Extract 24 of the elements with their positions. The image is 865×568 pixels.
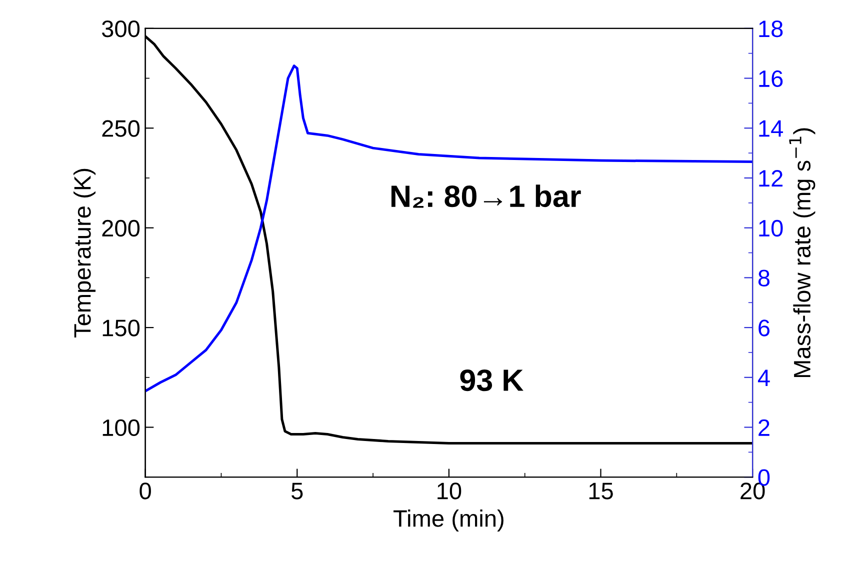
x-axis-title: Time (min) (394, 510, 504, 532)
y-tick-label: 100 (102, 419, 140, 436)
x-tick-label: 0 (140, 482, 151, 500)
x-tick-label: 15 (589, 482, 613, 500)
y-tick-label: 150 (102, 320, 140, 336)
y2-tick-label: 12 (759, 170, 782, 187)
y2-tick-label: 4 (758, 370, 770, 386)
y2-tick-label: 2 (758, 419, 770, 436)
y2-tick-label: 6 (758, 320, 770, 336)
x-tick-label: 5 (292, 482, 303, 500)
annotation: 93 K (460, 369, 524, 392)
y-tick-label: 200 (102, 220, 140, 237)
x-tick-label: 10 (438, 482, 462, 500)
y2-tick-label: 10 (759, 220, 783, 237)
y2-tick-label: 16 (759, 70, 783, 88)
y2-axis-title: Mass-flow rate (mg s$^{−1}$) (789, 128, 816, 378)
y-axis-title: Temperature (K) (74, 168, 96, 338)
y-tick-label: 300 (102, 20, 140, 38)
y2-tick-label: 18 (759, 20, 783, 38)
annotation: N₂: 80→1 bar (391, 184, 581, 208)
y2-tick-label: 14 (759, 120, 783, 137)
y-tick-label: 250 (102, 120, 140, 137)
y2-tick-label: 8 (758, 270, 770, 286)
line-series (145, 64, 753, 392)
